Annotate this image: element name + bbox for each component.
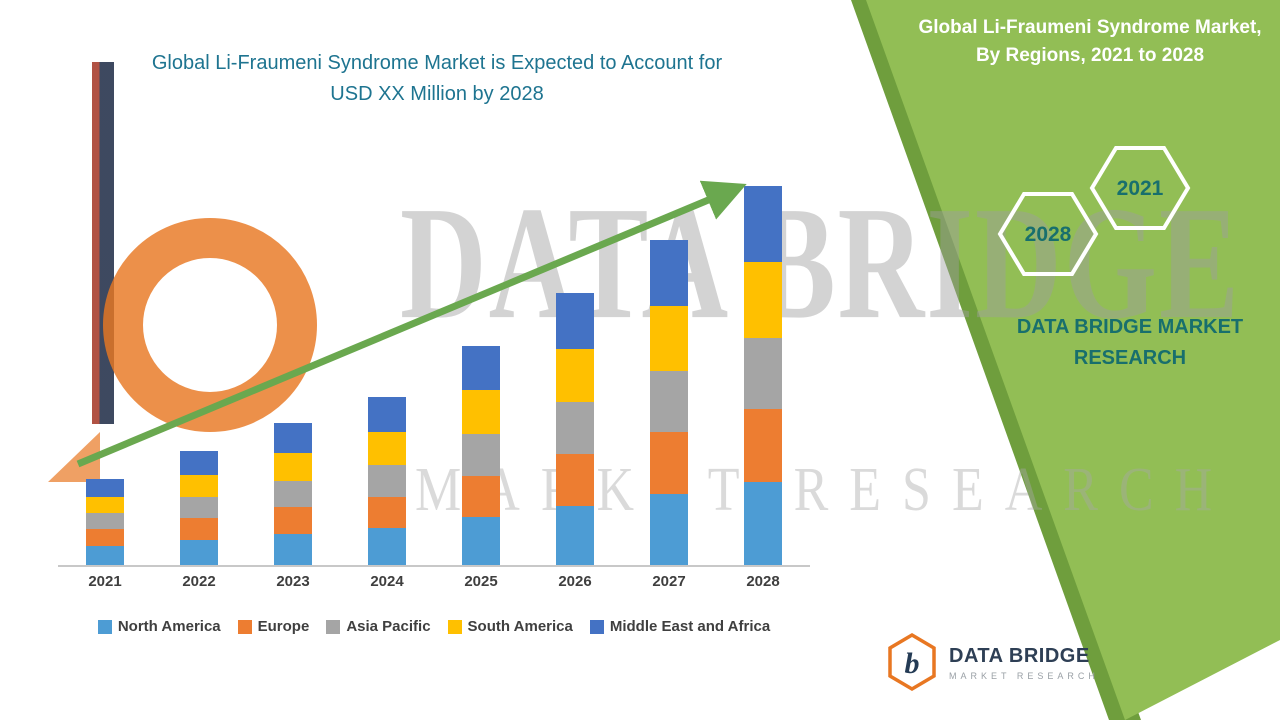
bar-segment-south-america [86,496,124,514]
x-axis-label: 2021 [88,573,122,590]
bar-segment-asia-pacific [650,370,688,432]
bar-segment-asia-pacific [462,434,500,476]
bar-segment-middle-east-and-africa [556,293,594,349]
legend-swatch [447,619,462,634]
bar-segment-middle-east-and-africa [274,423,312,453]
bar-segment-asia-pacific [180,496,218,519]
banner-brand-text: DATA BRIDGE MARKET RESEARCH [995,312,1265,374]
bar-segment-north-america [86,546,124,565]
x-axis-label: 2025 [464,573,498,590]
hexagon-2021-label: 2021 [1117,177,1164,200]
legend-label: Europe [257,618,310,635]
hexagon-2021 [1089,146,1191,230]
x-axis-label: 2024 [370,573,404,590]
year-hexagons: 2021 2028 [997,146,1191,276]
bar-segment-asia-pacific [368,464,406,497]
x-axis-label: 2022 [182,573,216,590]
bar-segment-north-america [744,481,782,565]
watermark-tagline-text: MARKET RESEARCH [415,456,1234,525]
bar-segment-middle-east-and-africa [180,450,218,475]
chart-title-line2: USD XX Million by 2028 [330,83,544,105]
bar-segment-south-america [274,452,312,481]
x-axis-label: 2023 [276,573,310,590]
bar-segment-europe [650,432,688,494]
logo-tagline: MARKET RESEARCH [949,670,1099,681]
hexagon-2028-label: 2028 [1025,223,1072,246]
trend-arrow-line [76,180,747,468]
bar-segment-north-america [462,517,500,565]
legend-item: Asia Pacific [326,618,431,635]
bar-segment-south-america [180,474,218,497]
bar-segment-middle-east-and-africa [462,345,500,391]
legend-swatch [589,619,604,634]
legend-swatch [237,619,252,634]
bar-segment-middle-east-and-africa [744,185,782,263]
bar-segment-south-america [744,262,782,338]
logo-name: DATA BRIDGE [949,644,1090,667]
bar-segment-asia-pacific [744,337,782,410]
bar-segment-north-america [556,505,594,565]
bar-segment-europe [462,475,500,518]
bar-segment-north-america [180,540,218,565]
bar-segment-europe [274,507,312,535]
legend-item: Europe [237,618,310,635]
legend-label: North America [117,618,221,635]
legend-swatch [326,619,341,634]
banner-heading: Global Li-Fraumeni Syndrome Market, By R… [905,14,1275,70]
banner-heading-line1: Global Li-Fraumeni Syndrome Market, [918,17,1262,38]
bar-segment-south-america [556,348,594,403]
plot-area [58,178,810,567]
x-axis: 2021 2022 2023 2024 2025 2026 2027 2028 [58,573,810,595]
company-logo: b DATA BRIDGE MARKET RESEARCH [885,632,1099,692]
legend-swatch [97,619,112,634]
x-axis-label: 2027 [652,573,686,590]
bar-segment-europe [556,453,594,506]
bar-segment-south-america [462,390,500,434]
legend-item: Middle East and Africa [589,618,771,635]
banner-heading-line2: By Regions, 2021 to 2028 [975,45,1205,66]
bar-segment-middle-east-and-africa [86,478,124,497]
banner-brand-line2: RESEARCH [1073,347,1187,369]
bar-segment-north-america [650,493,688,565]
logo-text-block: DATA BRIDGE MARKET RESEARCH [949,644,1099,681]
bar-segment-north-america [368,528,406,565]
legend-item: South America [447,618,573,635]
bar-segment-europe [368,496,406,529]
legend-label: Asia Pacific [346,618,431,635]
logo-b-mark: b [905,647,920,680]
bar-segment-asia-pacific [556,402,594,454]
bar-segment-asia-pacific [274,480,312,508]
x-axis-label: 2028 [746,573,780,590]
banner-brand-line1: DATA BRIDGE MARKET [1016,316,1244,338]
bar-segment-middle-east-and-africa [368,397,406,432]
bar-segment-north-america [274,534,312,565]
bar-segment-south-america [650,306,688,371]
hexagon-2028 [997,192,1099,276]
legend-label: South America [467,618,573,635]
bar-segment-europe [180,518,218,541]
trend-arrow [76,180,747,468]
chart-title-line1: Global Li-Fraumeni Syndrome Market is Ex… [151,52,723,74]
bar-segment-europe [86,529,124,547]
bar-segment-europe [744,409,782,482]
chart-legend: North America Europe Asia Pacific South Ame… [58,618,810,635]
logo-hexagon-icon: b [888,632,936,692]
legend-item: North America [97,618,221,635]
x-axis-label: 2026 [558,573,592,590]
legend-label: Middle East and Africa [609,618,771,635]
bar-segment-middle-east-and-africa [650,239,688,306]
bar-segment-south-america [368,432,406,465]
logo-hexagon-outline [888,632,936,692]
chart-title: Global Li-Fraumeni Syndrome Market is Ex… [87,48,787,110]
bar-segment-asia-pacific [86,513,124,530]
